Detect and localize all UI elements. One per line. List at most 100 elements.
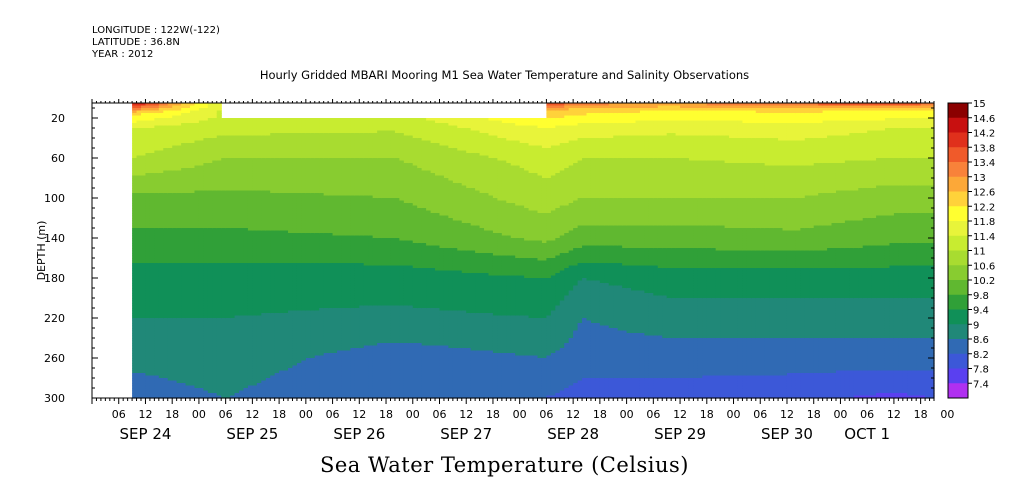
x-tick-label: 18 [272, 408, 286, 421]
colorbar-swatch [948, 353, 968, 369]
y-tick-label: 220 [44, 312, 65, 325]
colorbar-swatch [948, 206, 968, 222]
y-tick-label: 300 [44, 392, 65, 405]
chart-title: Hourly Gridded MBARI Mooring M1 Sea Wate… [0, 68, 1009, 82]
x-tick-label: 18 [379, 408, 393, 421]
x-tick-label: 12 [673, 408, 687, 421]
x-day-label: SEP 26 [333, 425, 385, 443]
x-tick-label: 18 [807, 408, 821, 421]
x-tick-label: 18 [700, 408, 714, 421]
x-day-label: OCT 1 [844, 425, 890, 443]
x-tick-label: 18 [593, 408, 607, 421]
colorbar-swatch [948, 324, 968, 340]
colorbar-tick-label: 11 [973, 247, 986, 258]
x-tick-label: 00 [940, 408, 954, 421]
colorbar-swatch [948, 235, 968, 251]
x-tick-label: 00 [299, 408, 313, 421]
colorbar-swatch [948, 176, 968, 192]
colorbar: 15 14.6 14.2 13.8 13.4 13 12.6 12.2 11.8 11.4 11 10… [947, 99, 995, 399]
y-tick-label: 140 [44, 232, 65, 245]
colorbar-tick-label: 9 [973, 320, 979, 331]
colorbar-tick-label: 11.4 [973, 232, 995, 243]
colorbar-tick-label: 14.6 [973, 114, 995, 125]
y-axis: 20 60 100 140 180 220 260 300 [44, 107, 934, 405]
colorbar-swatch [948, 339, 968, 355]
colorbar-tick-label: 10.6 [973, 261, 995, 272]
x-tick-label: 06 [219, 408, 233, 421]
x-tick-label: 18 [914, 408, 928, 421]
x-tick-label: 12 [887, 408, 901, 421]
latitude-label: LATITUDE : 36.8N [92, 37, 180, 49]
x-tick-label: 06 [753, 408, 767, 421]
colorbar-tick-label: 15 [973, 99, 986, 110]
x-tick-label: 06 [646, 408, 660, 421]
colorbar-tick-label: 13.4 [973, 158, 995, 169]
colorbar-swatch [948, 368, 968, 384]
colorbar-tick-label: 8.2 [973, 350, 989, 361]
x-tick-label: 12 [352, 408, 366, 421]
x-tick-label: 12 [566, 408, 580, 421]
x-tick-label: 00 [833, 408, 847, 421]
x-day-label: SEP 30 [761, 425, 813, 443]
x-tick-label: 00 [406, 408, 420, 421]
x-tick-label: 18 [486, 408, 500, 421]
x-tick-label: 12 [780, 408, 794, 421]
x-day-label: SEP 28 [547, 425, 599, 443]
x-tick-label: 06 [432, 408, 446, 421]
colorbar-tick-label: 7.4 [973, 379, 989, 390]
colorbar-swatch [948, 117, 968, 133]
y-tick-label: 180 [44, 272, 65, 285]
y-tick-label: 260 [44, 352, 65, 365]
colorbar-tick-label: 12.2 [973, 202, 995, 213]
x-tick-label: 06 [539, 408, 553, 421]
longitude-label: LONGITUDE : 122W(-122) [92, 25, 220, 37]
colorbar-swatch [948, 103, 968, 119]
colorbar-swatch [948, 294, 968, 310]
colorbar-tick-label: 12.6 [973, 188, 995, 199]
colorbar-swatch [948, 309, 968, 325]
colorbar-tick-label: 7.8 [973, 365, 989, 376]
y-axis-label: DEPTH (m) [35, 221, 48, 281]
colorbar-swatch [948, 383, 968, 399]
colorbar-title: Sea Water Temperature (Celsius) [0, 453, 1009, 477]
x-day-label: SEP 29 [654, 425, 706, 443]
colorbar-swatch [948, 250, 968, 266]
colorbar-swatch [948, 221, 968, 237]
colorbar-swatch [948, 191, 968, 207]
x-day-label: SEP 24 [120, 425, 172, 443]
x-tick-label: 00 [513, 408, 527, 421]
colorbar-tick-label: 14.2 [973, 129, 995, 140]
colorbar-tick-label: 11.8 [973, 217, 995, 228]
colorbar-swatch [948, 147, 968, 163]
x-tick-label: 18 [165, 408, 179, 421]
colorbar-tick-label: 10.2 [973, 276, 995, 287]
x-day-label: SEP 25 [226, 425, 278, 443]
colorbar-tick-label: 13.8 [973, 143, 995, 154]
colorbar-swatch [948, 132, 968, 148]
colorbar-swatch [948, 265, 968, 281]
y-tick-label: 20 [51, 112, 65, 125]
y-tick-label: 100 [44, 192, 65, 205]
colorbar-swatch [948, 280, 968, 296]
x-tick-label: 12 [138, 408, 152, 421]
x-tick-label: 00 [727, 408, 741, 421]
y-tick-label: 60 [51, 152, 65, 165]
x-tick-label: 06 [860, 408, 874, 421]
plot-frame [91, 102, 935, 399]
colorbar-tick-label: 9.4 [973, 306, 989, 317]
x-tick-label: 12 [459, 408, 473, 421]
temperature-field [132, 103, 935, 399]
colorbar-tick-label: 13 [973, 173, 986, 184]
x-tick-label: 00 [192, 408, 206, 421]
x-day-label: SEP 27 [440, 425, 492, 443]
x-tick-label: 06 [112, 408, 126, 421]
x-tick-label: 00 [620, 408, 634, 421]
year-label: YEAR : 2012 [92, 49, 153, 61]
colorbar-swatch [948, 162, 968, 178]
colorbar-tick-label: 9.8 [973, 291, 989, 302]
x-tick-label: 06 [326, 408, 340, 421]
colorbar-tick-label: 8.6 [973, 335, 989, 346]
x-tick-label: 12 [245, 408, 259, 421]
x-axis: 06 12 18 00 06 12 18 00 06 12 18 00 06 12 18 00 06 12 18 00… [91, 99, 954, 443]
